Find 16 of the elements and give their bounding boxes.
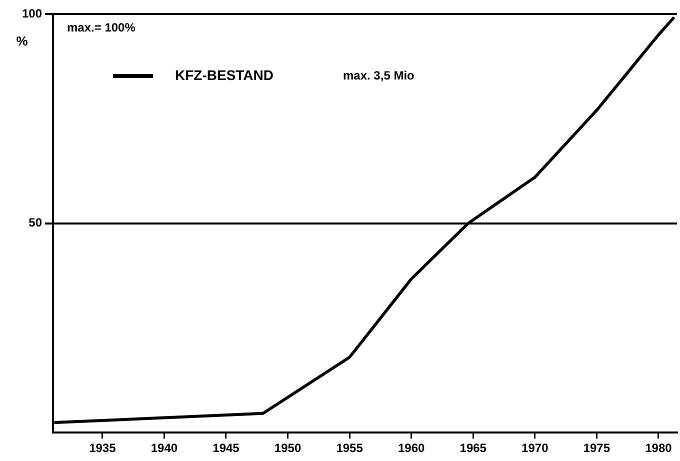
x-tick-label: 1950 [274, 441, 302, 456]
x-tick-label: 1955 [336, 441, 364, 456]
x-tick-label: 1980 [645, 441, 672, 456]
annotation: max.= 100% [67, 20, 136, 34]
x-tick-label: 1940 [150, 441, 178, 456]
x-tick-label: 1945 [212, 441, 240, 456]
annotation: max. 3,5 Mio [343, 68, 414, 82]
y-tick-label: 100 [22, 6, 42, 20]
y-tick-label: 50 [28, 216, 42, 230]
x-tick-label: 1935 [89, 441, 116, 456]
legend-label: KFZ-BESTAND [175, 66, 274, 83]
x-tick-label: 1965 [460, 441, 487, 456]
x-tick-label: 1970 [522, 441, 549, 456]
y-axis-title: % [16, 34, 28, 49]
x-tick-label: 1975 [583, 441, 610, 456]
x-tick-label: 1960 [398, 441, 426, 456]
